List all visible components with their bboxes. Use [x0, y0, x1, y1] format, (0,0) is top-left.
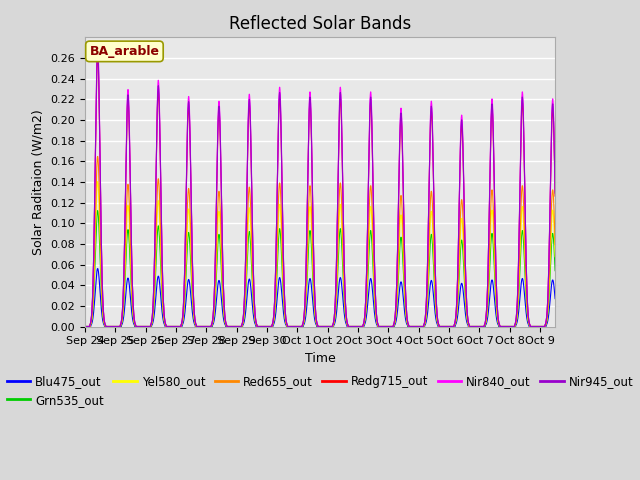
Text: BA_arable: BA_arable	[90, 45, 159, 58]
Nir840_out	[308, 136, 316, 142]
Redg715_out	[547, 139, 555, 144]
Blu475_out	[81, 324, 89, 329]
Redg715_out	[308, 144, 316, 150]
Redg715_out	[452, 312, 460, 317]
Red655_out	[551, 242, 559, 248]
Nir840_out	[285, 324, 292, 329]
Grn535_out	[81, 324, 89, 329]
Blu475_out	[308, 285, 316, 291]
Redg715_out	[81, 324, 89, 329]
Red655_out	[547, 207, 555, 213]
Nir840_out	[94, 40, 102, 46]
Yel580_out	[285, 324, 292, 329]
Blu475_out	[295, 324, 303, 329]
Nir840_out	[81, 324, 89, 329]
Yel580_out	[452, 317, 460, 323]
Line: Nir840_out: Nir840_out	[85, 43, 555, 326]
Nir945_out	[547, 134, 555, 140]
Nir945_out	[94, 47, 102, 52]
Line: Blu475_out: Blu475_out	[85, 268, 555, 326]
Nir840_out	[551, 187, 559, 193]
Nir945_out	[551, 190, 559, 196]
Redg715_out	[347, 324, 355, 329]
Nir945_out	[452, 311, 460, 317]
Blu475_out	[285, 324, 292, 329]
Blu475_out	[452, 321, 460, 327]
Line: Redg715_out: Redg715_out	[85, 56, 555, 326]
Blu475_out	[551, 296, 559, 301]
Y-axis label: Solar Raditaion (W/m2): Solar Raditaion (W/m2)	[32, 109, 45, 255]
Redg715_out	[94, 53, 102, 59]
Grn535_out	[547, 244, 555, 250]
Title: Reflected Solar Bands: Reflected Solar Bands	[229, 15, 411, 33]
Yel580_out	[547, 225, 555, 230]
Blu475_out	[547, 284, 555, 290]
Nir840_out	[547, 130, 555, 136]
Line: Nir945_out: Nir945_out	[85, 49, 555, 326]
Redg715_out	[295, 324, 303, 329]
Legend: Blu475_out, Grn535_out, Yel580_out, Red655_out, Redg715_out, Nir840_out, Nir945_: Blu475_out, Grn535_out, Yel580_out, Red6…	[2, 370, 638, 411]
Red655_out	[347, 324, 355, 329]
Red655_out	[295, 324, 303, 329]
Nir840_out	[295, 324, 303, 329]
Yel580_out	[551, 254, 559, 260]
Grn535_out	[452, 318, 460, 324]
Nir840_out	[347, 324, 355, 329]
Nir945_out	[347, 324, 355, 329]
Red655_out	[94, 154, 102, 159]
Red655_out	[285, 324, 292, 329]
Grn535_out	[94, 208, 102, 214]
Grn535_out	[308, 247, 316, 252]
Nir945_out	[295, 324, 303, 329]
Redg715_out	[285, 324, 292, 329]
Nir840_out	[452, 311, 460, 317]
Yel580_out	[308, 228, 316, 233]
Grn535_out	[295, 324, 303, 329]
Yel580_out	[347, 324, 355, 329]
Grn535_out	[347, 324, 355, 329]
Red655_out	[308, 211, 316, 217]
Line: Yel580_out: Yel580_out	[85, 181, 555, 326]
Yel580_out	[295, 324, 303, 329]
Grn535_out	[551, 268, 559, 274]
Line: Red655_out: Red655_out	[85, 156, 555, 326]
Red655_out	[452, 316, 460, 322]
Nir945_out	[308, 140, 316, 146]
Yel580_out	[81, 324, 89, 329]
Blu475_out	[94, 265, 102, 271]
Blu475_out	[347, 324, 355, 329]
Yel580_out	[94, 179, 102, 184]
Grn535_out	[285, 324, 292, 329]
Nir945_out	[285, 324, 292, 329]
Red655_out	[81, 324, 89, 329]
Line: Grn535_out: Grn535_out	[85, 211, 555, 326]
Redg715_out	[551, 193, 559, 199]
Nir945_out	[81, 324, 89, 329]
X-axis label: Time: Time	[305, 352, 335, 365]
